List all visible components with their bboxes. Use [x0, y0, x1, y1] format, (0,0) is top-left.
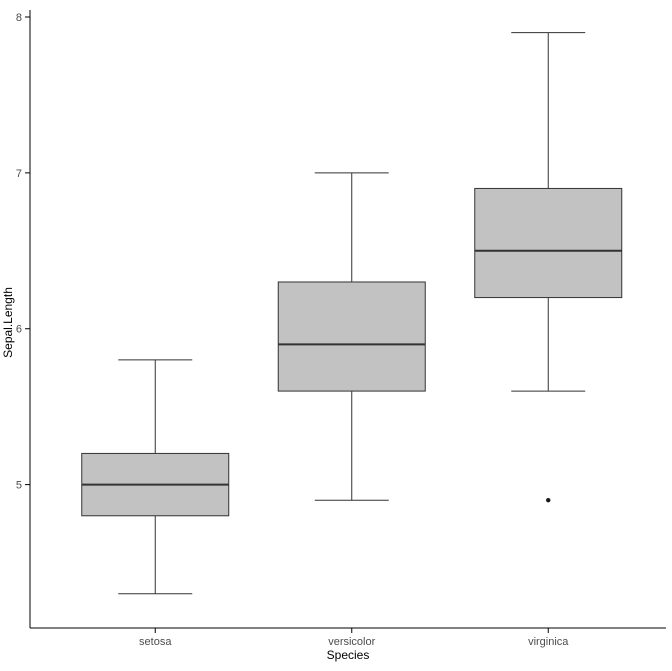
- outlier-point: [546, 497, 551, 503]
- boxplot-versicolor: [277, 172, 426, 501]
- x-tick-label: versicolor: [328, 636, 375, 648]
- boxplot-setosa: [81, 359, 230, 595]
- y-axis-title: Sepal.Length: [1, 287, 15, 358]
- x-axis-title: Species: [327, 648, 370, 662]
- iqr-box: [474, 187, 623, 299]
- y-tick-label: 8: [16, 12, 22, 24]
- y-tick-label: 6: [16, 324, 22, 336]
- x-tick-label: setosa: [139, 636, 172, 648]
- boxplot-virginica: [474, 32, 623, 503]
- y-tick-label: 5: [16, 480, 22, 492]
- x-tick-label: virginica: [528, 636, 569, 648]
- y-tick-label: 7: [16, 168, 22, 180]
- iqr-box: [277, 281, 426, 392]
